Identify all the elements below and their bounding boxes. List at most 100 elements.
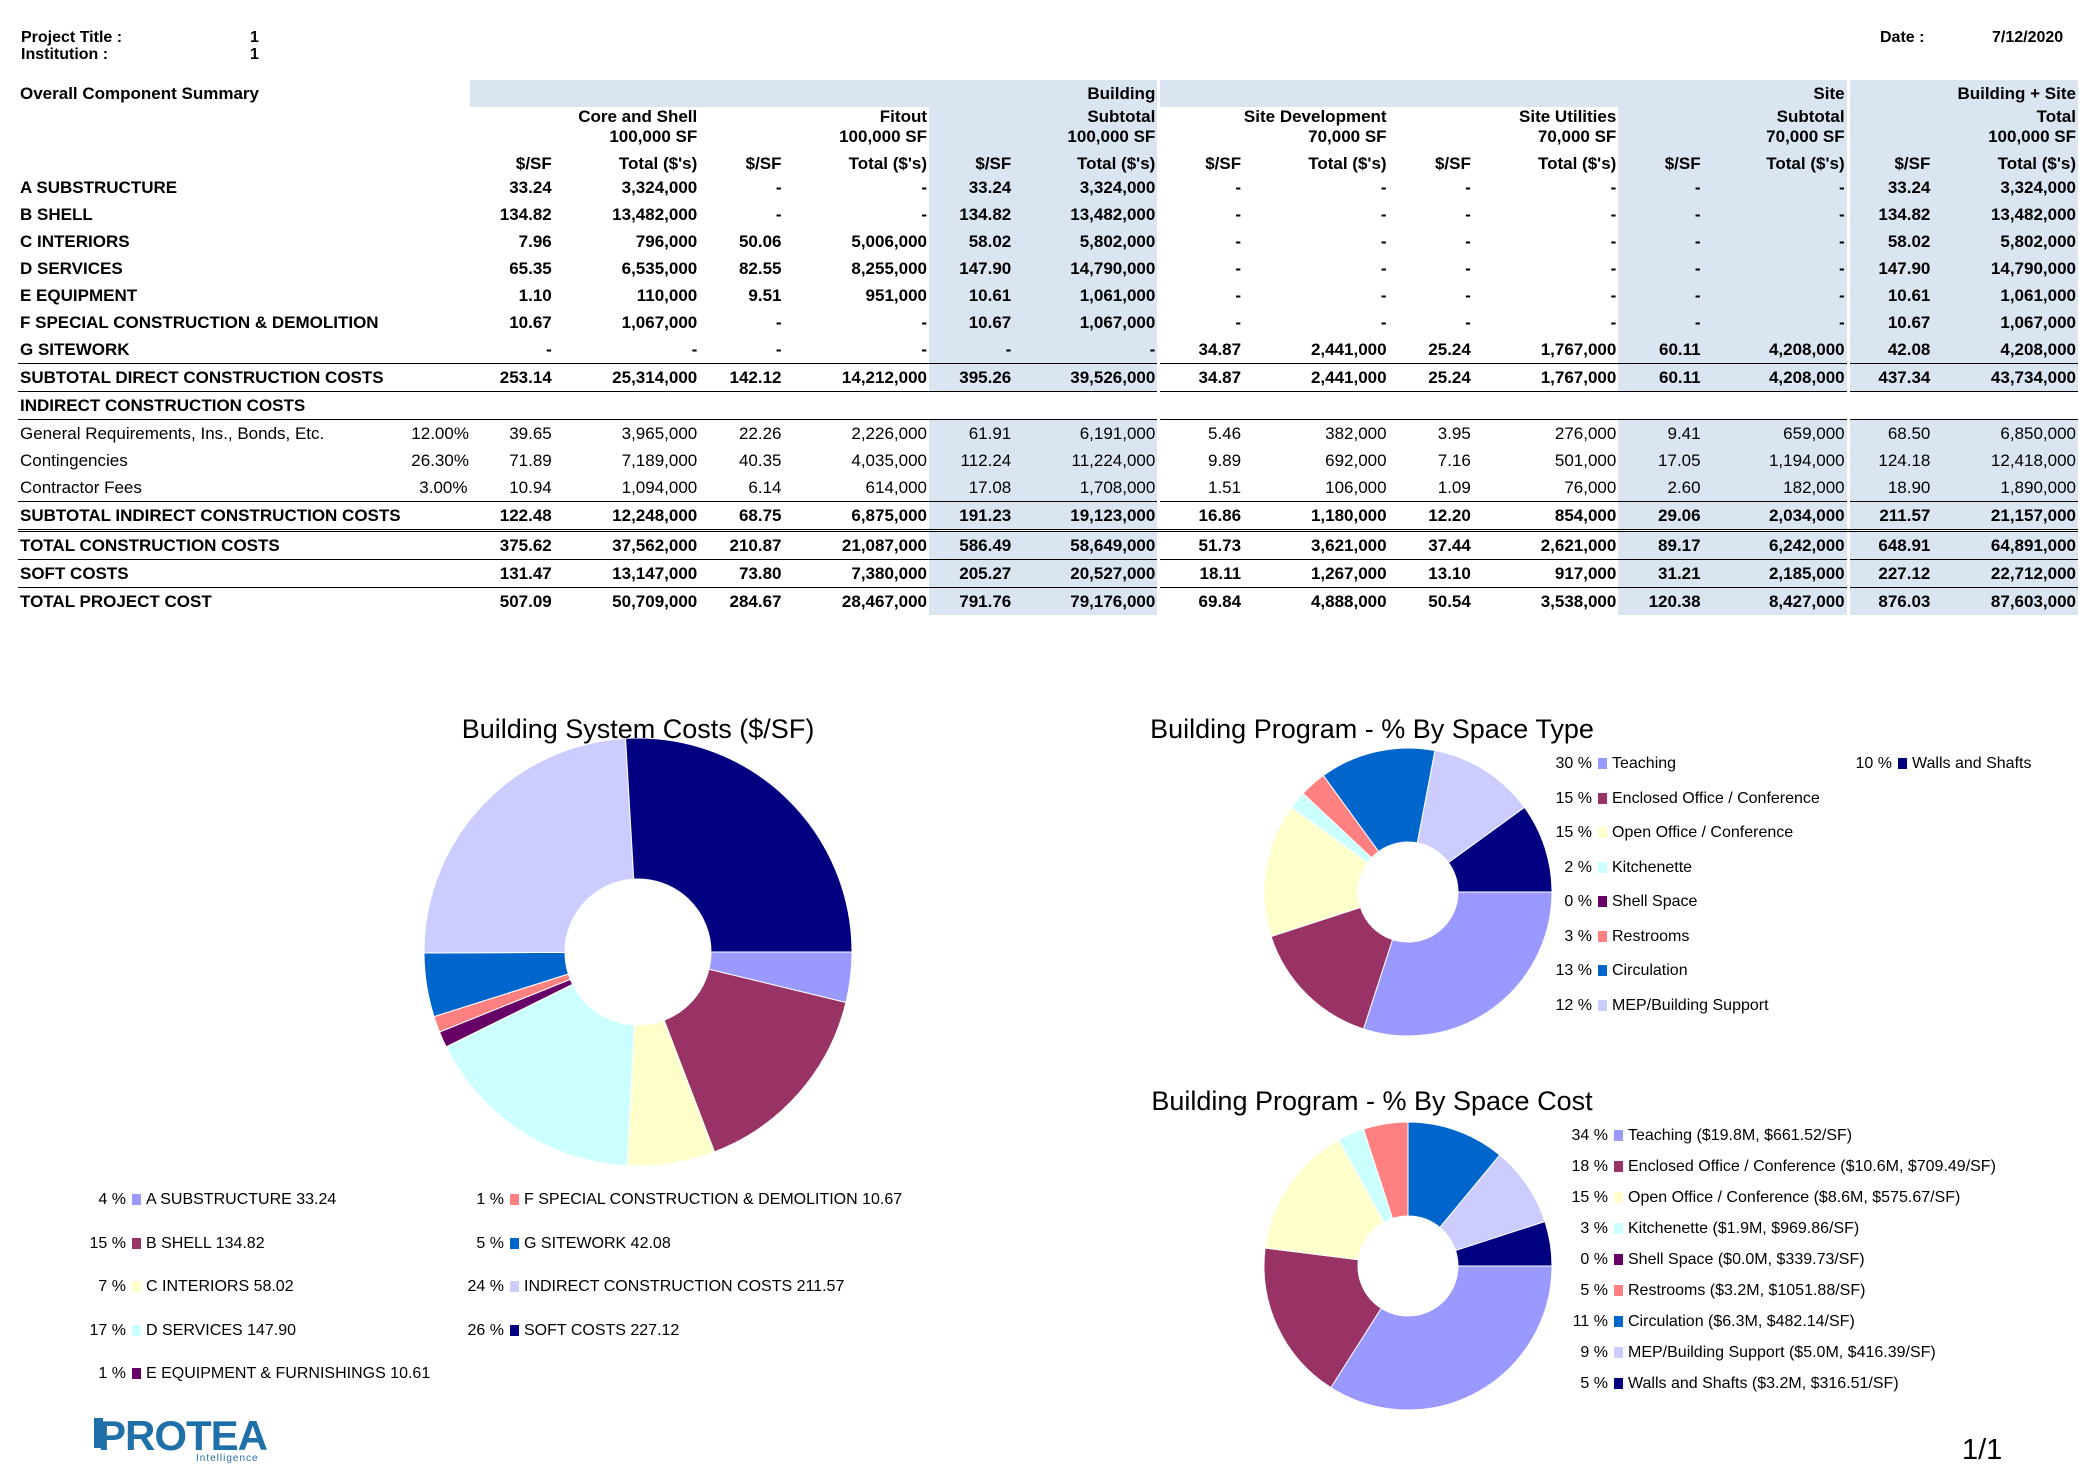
legend-percent: 1 % [98, 1365, 126, 1382]
legend-item: 0 % Shell Space ($0.0M, $339.73/SF) [1564, 1251, 1864, 1269]
legend-label: G SITEWORK 42.08 [524, 1234, 671, 1252]
legend-label: Walls and Shafts ($3.2M, $316.51/SF) [1628, 1375, 1899, 1392]
direct-row: G SITEWORK - - - - - -34.87 2,441,000 25.24 1,767… [18, 336, 2078, 364]
cell-value: 11,224,000 [1013, 447, 1161, 474]
cell-value: 82.55 [738, 258, 782, 278]
cell-value: 22,712,000 [1932, 559, 2078, 588]
legend-swatch [1598, 930, 1607, 942]
subgroup-area: 100,000 SF [1988, 127, 2076, 146]
legend-label: Open Office / Conference ($8.6M, $575.67… [1628, 1189, 1961, 1206]
cell-value: - [1702, 255, 1850, 282]
cell-value: 5,006,000 [851, 231, 927, 251]
cell-value: 2,034,000 [1702, 501, 1850, 532]
row-rate: 12.00% [411, 423, 469, 443]
pie-slice [1263, 1247, 1382, 1389]
legend-item: 7 % C INTERIORS 58.02 [80, 1278, 293, 1296]
cell-value: 253.14 [469, 363, 554, 392]
legend-item: 12 % MEP/Building Support [1548, 997, 1769, 1015]
legend-swatch [1598, 827, 1607, 838]
legend-item: 4 % A SUBSTRUCTURE 33.24 [80, 1191, 336, 1209]
cell-value: 2,226,000 [851, 423, 927, 443]
cell-value: 25,314,000 [553, 363, 700, 392]
institution-label: Institution : [21, 46, 109, 63]
cell-value: 58.02 [929, 228, 1014, 255]
cell-value: 12.20 [1388, 501, 1473, 532]
cell-value: 34.87 [1158, 336, 1244, 364]
legend-item: 10 % Walls and Shafts [1848, 755, 2032, 773]
cell-value: 21,157,000 [1932, 501, 2078, 532]
row-label: F SPECIAL CONSTRUCTION & DEMOLITION [20, 312, 379, 332]
cell-value: 87,603,000 [1932, 587, 2078, 615]
cell-value: - [1235, 312, 1242, 332]
subtotal-indirect-row: SUBTOTAL INDIRECT CONSTRUCTION COSTS 122.… [18, 501, 2078, 532]
cell-value: - [1380, 204, 1387, 224]
cell-value: 1,267,000 [1243, 559, 1389, 588]
cell-value: - [1465, 285, 1471, 305]
cell-value: 10.67 [509, 312, 552, 332]
legend-swatch [132, 1324, 141, 1336]
cell-value: - [921, 177, 927, 197]
indirect-section-row: INDIRECT CONSTRUCTION COSTS [18, 391, 2078, 420]
cell-value: 76,000 [1472, 474, 1619, 502]
cell-value: 692,000 [1325, 450, 1387, 470]
legend-swatch [1614, 1285, 1623, 1296]
row-label: SOFT COSTS [18, 559, 470, 588]
col-header-psf: $/SF [515, 154, 552, 173]
legend-label: B SHELL 134.82 [146, 1234, 265, 1252]
cell-value: 191.23 [929, 501, 1014, 532]
cell-value: 29.06 [1618, 501, 1703, 532]
legend-swatch [1598, 965, 1607, 976]
cell-value: 9.89 [1208, 450, 1242, 470]
legend-percent: 13 % [1555, 962, 1592, 979]
legend-swatch [132, 1194, 141, 1205]
cell-value: 37.44 [1388, 530, 1473, 560]
cell-value: 89.17 [1618, 530, 1703, 560]
legend-swatch [1614, 1161, 1623, 1172]
legend-swatch [1614, 1378, 1623, 1389]
cell-value: 21,087,000 [783, 530, 929, 560]
cell-value: 120.38 [1618, 587, 1703, 615]
legend-item: 17 % D SERVICES 147.90 [80, 1322, 296, 1340]
soft-costs-row: SOFT COSTS 131.47 13,147,000 73.80 7,380,000… [18, 559, 2078, 588]
indirect-row: Contractor Fees 3.00% 10.94 1,094,000 6.14 61… [18, 474, 2078, 502]
col-header-total: Total ($'s) [1537, 154, 1617, 173]
indirect-title: INDIRECT CONSTRUCTION COSTS [18, 391, 2078, 420]
subgroup-header: Site Development 70,000 SF [1159, 107, 1389, 147]
logo-text: PROTEA [98, 1412, 268, 1459]
cell-value: 227.12 [1848, 559, 1933, 588]
col-header-total: Total ($'s) [1702, 147, 1850, 174]
row-label: Contractor Fees [18, 474, 410, 502]
cell-value: - [1235, 285, 1242, 305]
cell-value: - [1610, 312, 1617, 332]
chart-title: Building Program - % By Space Type [1150, 714, 1594, 744]
cell-value: - [929, 336, 1014, 364]
cell-value: - [775, 204, 782, 224]
legend-percent: 15 % [1555, 789, 1592, 807]
cell-value: 10.67 [1848, 309, 1933, 336]
legend-label: Kitchenette ($1.9M, $969.86/SF) [1628, 1220, 1860, 1237]
row-label: SUBTOTAL INDIRECT CONSTRUCTION COSTS [18, 501, 470, 532]
legend-percent: 5 % [476, 1234, 504, 1252]
legend-percent: 15 % [1571, 1189, 1608, 1206]
cell-value: 3,965,000 [621, 423, 698, 443]
cell-value: 1,767,000 [1472, 363, 1619, 392]
subgroup-header-row: Core and Shell 100,000 SF Fitout 100,000 SF… [18, 107, 2078, 147]
legend-swatch [510, 1324, 519, 1336]
cell-value: 58,649,000 [1013, 530, 1161, 560]
cell-value: 12,248,000 [553, 501, 700, 532]
cell-value: 110,000 [636, 285, 698, 305]
cell-value: 1.09 [1388, 474, 1473, 502]
legend-label: INDIRECT CONSTRUCTION COSTS 211.57 [524, 1278, 845, 1295]
col-header-total: Total ($'s) [1308, 154, 1387, 173]
cell-value: 10.67 [929, 309, 1014, 336]
cell-value: - [921, 312, 927, 332]
cell-value: - [1618, 201, 1703, 228]
legend-swatch [1614, 1223, 1623, 1234]
legend-label: Teaching [1612, 755, 1677, 772]
institution-value: 1 [250, 46, 259, 63]
legend-item: 26 % SOFT COSTS 227.12 [462, 1322, 680, 1340]
legend-swatch [1598, 792, 1607, 804]
cell-value: 65.35 [509, 258, 552, 278]
pie-slice [1454, 1220, 1553, 1267]
pie-slice [423, 737, 635, 954]
